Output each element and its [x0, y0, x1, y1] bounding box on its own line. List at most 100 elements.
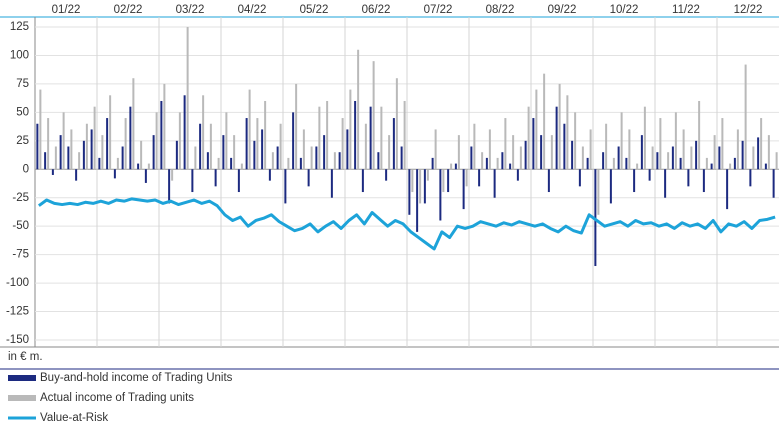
- bar: [416, 169, 419, 232]
- bar: [574, 112, 577, 170]
- bar: [264, 100, 267, 170]
- bar: [163, 83, 166, 170]
- bar: [245, 118, 248, 170]
- bar: [524, 140, 527, 170]
- y-tick-label: 50: [16, 106, 29, 118]
- bar: [217, 157, 220, 170]
- bar: [674, 112, 677, 170]
- bar: [240, 163, 243, 170]
- bar: [679, 157, 682, 170]
- bar: [206, 152, 209, 170]
- bar: [395, 78, 398, 170]
- bar: [612, 157, 615, 170]
- bar: [354, 100, 357, 170]
- bar: [333, 152, 336, 170]
- bar: [318, 106, 321, 170]
- bar: [718, 146, 721, 170]
- bar: [357, 49, 360, 170]
- bar: [434, 129, 437, 170]
- x-tick-label: 08/22: [486, 4, 515, 16]
- bar: [214, 169, 217, 187]
- bar: [361, 169, 364, 193]
- bar: [341, 118, 344, 170]
- bar: [191, 169, 194, 193]
- bar: [155, 112, 158, 170]
- bar: [408, 169, 411, 215]
- bar: [586, 157, 589, 170]
- bar: [144, 169, 147, 183]
- bar: [485, 157, 488, 170]
- bar: [478, 169, 481, 187]
- bar: [326, 100, 329, 170]
- bar: [550, 135, 553, 170]
- bar: [625, 157, 628, 170]
- legend-label: Actual income of Trading units: [40, 392, 194, 404]
- bar: [516, 169, 519, 181]
- bar: [225, 112, 228, 170]
- bar: [656, 152, 659, 170]
- bar: [527, 106, 530, 170]
- bar: [519, 146, 522, 170]
- bar: [726, 169, 729, 210]
- bar: [501, 152, 504, 170]
- bar: [261, 129, 264, 170]
- bar: [129, 106, 132, 170]
- bar: [106, 118, 109, 170]
- bar: [380, 106, 383, 170]
- bar: [535, 89, 538, 170]
- bar: [733, 157, 736, 170]
- bar: [543, 73, 546, 170]
- bar: [555, 106, 558, 170]
- bar: [310, 146, 313, 170]
- bar: [457, 135, 460, 170]
- bar: [253, 140, 256, 170]
- bar: [62, 112, 65, 170]
- y-tick-label: 125: [10, 21, 29, 33]
- bar: [687, 169, 690, 187]
- bar: [51, 169, 54, 175]
- bar: [323, 135, 326, 170]
- bar: [431, 157, 434, 170]
- bar: [338, 152, 341, 170]
- bar: [411, 169, 414, 193]
- bar: [113, 169, 116, 179]
- bar: [741, 140, 744, 170]
- bar: [589, 129, 592, 170]
- bar: [597, 169, 600, 215]
- y-tick-label: 25: [16, 135, 29, 147]
- bar: [462, 169, 465, 210]
- bar: [563, 123, 566, 170]
- y-tick-label: 0: [23, 163, 29, 175]
- bar: [233, 135, 236, 170]
- bar: [385, 169, 388, 181]
- bar: [279, 123, 282, 170]
- bar: [36, 123, 39, 170]
- bar: [493, 169, 496, 198]
- bar: [178, 112, 181, 170]
- bar: [75, 169, 78, 181]
- bar: [481, 152, 484, 170]
- bar: [183, 95, 186, 170]
- bar: [651, 146, 654, 170]
- bar: [578, 169, 581, 187]
- bar: [364, 123, 367, 170]
- bar: [171, 169, 174, 181]
- bar: [284, 169, 287, 204]
- bar: [54, 146, 57, 170]
- y-tick-label: -50: [12, 220, 29, 232]
- y-tick-label: 75: [16, 78, 29, 90]
- bar: [315, 146, 318, 170]
- bar: [121, 146, 124, 170]
- bar: [85, 123, 88, 170]
- bar: [98, 157, 101, 170]
- bar: [44, 152, 47, 170]
- bar: [237, 169, 240, 193]
- bar: [78, 152, 81, 170]
- bar: [230, 157, 233, 170]
- bar: [439, 169, 442, 221]
- bar: [426, 169, 429, 181]
- bar: [388, 135, 391, 170]
- x-tick-label: 03/22: [176, 4, 205, 16]
- bar: [93, 106, 96, 170]
